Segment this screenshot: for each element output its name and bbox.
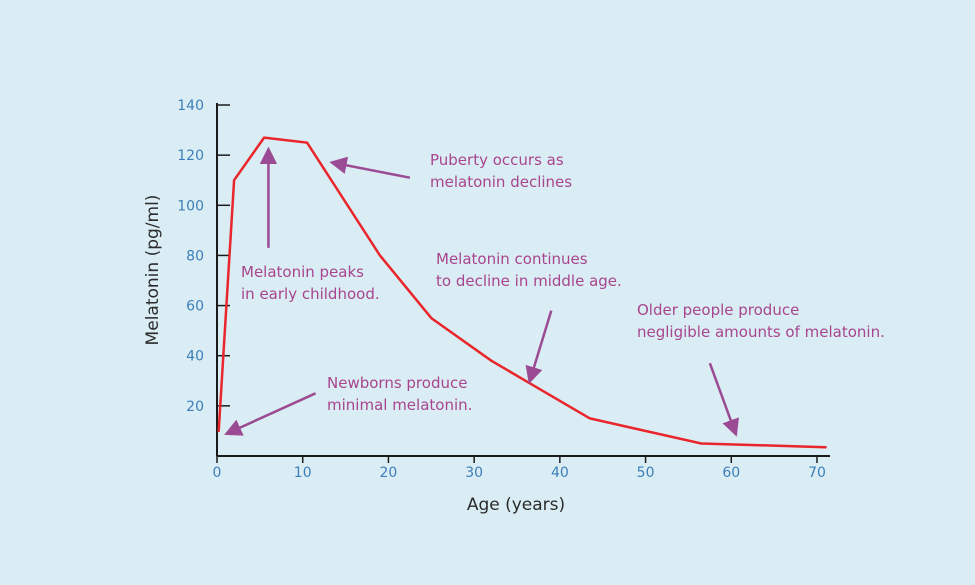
y-tick-label: 100 <box>177 198 204 214</box>
x-tick-label: 60 <box>722 465 740 481</box>
x-tick-label: 0 <box>213 465 222 481</box>
series-layer <box>217 136 827 449</box>
annotation-text: Melatonin peaks <box>241 263 364 281</box>
y-tick-label: 120 <box>177 148 204 164</box>
annotation-text: Newborns produce <box>327 374 467 392</box>
annotation-text: Older people produce <box>637 301 799 319</box>
y-tick-label: 60 <box>186 299 204 315</box>
annotation: Puberty occurs as melatonin declines <box>329 151 572 191</box>
annotation-text: Puberty occurs as <box>430 151 564 169</box>
x-tick-label: 20 <box>380 465 398 481</box>
annotation-arrow <box>525 310 553 385</box>
annotation-text: in early childhood. <box>241 285 380 303</box>
axes <box>216 103 830 457</box>
annotation-text: to decline in middle age. <box>436 272 622 290</box>
annotation: Newborns produce minimal melatonin. <box>224 374 472 436</box>
annotation-arrow <box>708 362 739 437</box>
y-tick-label: 20 <box>186 399 204 415</box>
annotation: Melatonin peaks in early childhood. <box>241 146 380 303</box>
x-tick-label: 40 <box>551 465 569 481</box>
y-tick-label: 80 <box>186 248 204 264</box>
annotation-arrow <box>224 392 317 436</box>
annotation-text: negligible amounts of melatonin. <box>637 323 885 341</box>
annotations: Puberty occurs as melatonin declines Melat… <box>224 146 885 437</box>
ticks: 20 40 60 80 100 120 140 0 10 20 30 40 50 60 70 <box>177 98 826 481</box>
annotation: Melatonin continues to decline in middle … <box>436 250 622 385</box>
x-tick-label: 30 <box>465 465 483 481</box>
series-line <box>217 136 827 449</box>
annotation-text: minimal melatonin. <box>327 396 472 414</box>
y-tick-label: 40 <box>186 349 204 365</box>
annotation-text: Melatonin continues <box>436 250 588 268</box>
x-axis-title: Age (years) <box>467 495 565 515</box>
x-tick-label: 50 <box>637 465 655 481</box>
x-tick-label: 70 <box>808 465 826 481</box>
y-tick-label: 140 <box>177 98 204 114</box>
annotation-arrow <box>329 156 411 179</box>
x-tick-label: 10 <box>294 465 312 481</box>
y-axis-title: Melatonin (pg/ml) <box>143 195 163 346</box>
annotation: Older people produce negligible amounts o… <box>637 301 885 437</box>
annotation-text: melatonin declines <box>430 173 572 191</box>
